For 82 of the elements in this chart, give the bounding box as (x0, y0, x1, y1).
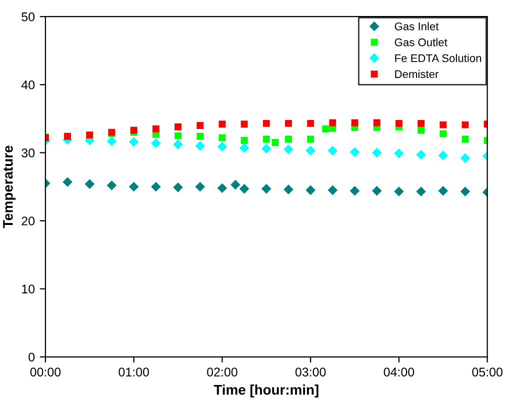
point (285, 136, 292, 143)
y-tick-label: 30 (22, 148, 35, 158)
point (262, 144, 272, 154)
point (174, 123, 182, 130)
point (418, 126, 425, 134)
point (416, 150, 426, 160)
y-axis-title: Temperature (3, 146, 16, 228)
point (218, 134, 226, 142)
point (107, 180, 116, 190)
point (262, 120, 270, 127)
point (195, 141, 205, 151)
point (152, 125, 160, 132)
point (438, 150, 448, 160)
point (395, 120, 402, 127)
point (322, 125, 330, 132)
x-tick-label: 04:00 (384, 368, 414, 376)
point (462, 121, 469, 128)
point (62, 177, 72, 187)
point (462, 136, 469, 143)
point (173, 140, 183, 150)
point (151, 182, 161, 192)
point (262, 136, 270, 143)
point (218, 183, 227, 193)
point (418, 120, 425, 127)
point (218, 142, 227, 152)
legend-label: Demister (395, 70, 439, 78)
x-tick-label: 03:00 (295, 368, 326, 376)
point (306, 146, 316, 156)
point (394, 148, 404, 158)
point (307, 120, 314, 127)
point (416, 186, 426, 196)
point (285, 120, 292, 127)
point (195, 182, 205, 192)
point (262, 184, 272, 194)
point (372, 148, 382, 158)
point (174, 132, 182, 140)
point (284, 184, 294, 194)
point (230, 180, 240, 190)
point (240, 136, 248, 144)
point (350, 147, 360, 157)
y-tick-label: 20 (22, 216, 35, 226)
point (218, 120, 226, 128)
point (240, 184, 249, 194)
point (306, 186, 316, 195)
point (129, 137, 138, 146)
point (372, 186, 382, 196)
point (351, 119, 358, 126)
point (440, 130, 447, 138)
y-tick-label: 40 (21, 80, 35, 90)
point (328, 186, 338, 195)
point (438, 186, 448, 196)
point (129, 182, 138, 192)
point (440, 121, 447, 128)
legend-label: Fe EDTA Solution (395, 54, 482, 62)
x-tick-label: 05:00 (472, 368, 502, 376)
point (350, 186, 360, 196)
point (151, 138, 161, 148)
point (460, 186, 470, 196)
x-tick-label: 02:00 (207, 368, 238, 376)
point (272, 139, 279, 146)
point (394, 186, 404, 196)
point (196, 132, 204, 140)
point (240, 120, 248, 128)
point (107, 136, 116, 146)
x-axis-title: Time [hour:min] (214, 384, 318, 398)
point (373, 119, 380, 126)
legend-label: Gas Outlet (394, 38, 448, 46)
y-tick-label: 10 (22, 284, 35, 294)
y-tick-label: 50 (22, 12, 35, 22)
point (284, 144, 294, 154)
point (240, 143, 249, 153)
point (173, 182, 183, 192)
legend-label: Gas Inlet (394, 22, 439, 30)
point (85, 179, 94, 189)
point (460, 154, 470, 163)
point (307, 136, 314, 143)
point (328, 146, 338, 156)
point (329, 119, 336, 126)
y-tick-label: 0 (28, 352, 35, 362)
x-tick-label: 01:00 (118, 368, 149, 376)
point (196, 122, 204, 129)
x-tick-label: 00:00 (30, 368, 61, 376)
